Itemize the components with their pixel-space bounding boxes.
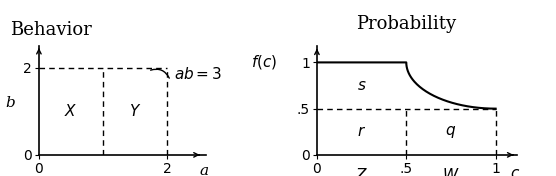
Text: $r$: $r$ xyxy=(357,125,366,139)
Text: Probability: Probability xyxy=(356,15,456,33)
Text: $c$: $c$ xyxy=(510,167,520,176)
Text: $Y$: $Y$ xyxy=(129,103,141,119)
Text: $W$: $W$ xyxy=(442,167,460,176)
Text: $X$: $X$ xyxy=(64,103,78,119)
Text: b: b xyxy=(5,96,15,109)
Text: $ab = 3$: $ab = 3$ xyxy=(173,66,222,82)
Text: $f(c)$: $f(c)$ xyxy=(251,53,277,71)
Text: $q$: $q$ xyxy=(445,124,456,140)
Text: a: a xyxy=(200,165,209,176)
Text: $s$: $s$ xyxy=(357,78,366,93)
Text: Behavior: Behavior xyxy=(10,21,92,39)
Text: $Z$: $Z$ xyxy=(355,167,368,176)
